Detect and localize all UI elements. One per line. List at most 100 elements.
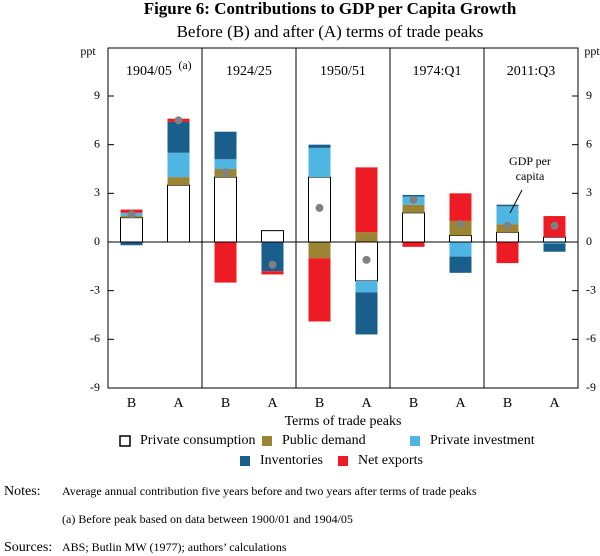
y2-tick-label: 3 [586,185,592,199]
bar-segment [355,167,378,233]
y2-tick-label: -6 [586,331,596,345]
bar-segment [261,230,284,243]
bar-segment [449,235,472,243]
y-tick-label: -6 [90,331,100,345]
bar-segment [402,212,425,243]
bar-segment [449,193,472,221]
bar-segment [120,242,143,246]
bar-segment [355,280,378,293]
panel-label: 1974:Q1 [413,64,462,79]
x-tick-label: A [267,396,278,411]
note: Average annual contribution five years b… [62,484,477,498]
x-tick-label: A [361,396,372,411]
bar-segment [167,177,190,186]
bar-segment [355,292,378,335]
bar-segment [214,131,237,160]
bar-segment [402,194,425,197]
bar-segment [167,152,190,178]
bar-segment [355,232,378,242]
legend-label: Net exports [358,453,423,468]
bar-segment [496,231,519,243]
y2-tick-label: -9 [586,380,596,394]
bar-segment [308,144,331,148]
bar-segment [449,242,472,257]
y-tick-label: 3 [94,185,100,199]
chart-title: Figure 6: Contributions to GDP per Capit… [144,0,517,18]
gdp-dot [127,210,136,219]
y-axis-label: ppt [80,44,96,58]
gdp-dot [315,203,324,212]
bar-segment [543,243,566,252]
bar-segment [402,204,425,213]
gdp-dot [268,260,277,269]
y-tick-label: 0 [94,234,100,248]
legend-swatch [240,456,250,466]
legend-swatch [262,436,272,446]
panel-label: 2011:Q3 [507,64,555,79]
bar-segment [449,220,472,236]
y-tick-label: -3 [90,282,100,296]
legend-swatch [410,436,420,446]
bar-segment [402,242,425,247]
panel-label: 1950/51 [320,64,366,79]
x-axis-title: Terms of trade peaks [285,414,402,429]
x-tick-label: B [127,396,136,411]
legend-swatch [119,435,131,447]
y2-tick-label: 6 [586,136,592,150]
annotation: capita [516,169,545,183]
y2-tick-label: 9 [586,88,592,102]
panel-note: (a) [178,58,191,72]
bar-segment [543,242,566,244]
bar-segment [120,217,143,243]
x-tick-label: A [173,396,184,411]
bar-segment [214,242,237,283]
gdp-dot [503,221,512,230]
gdp-dot [550,221,559,230]
notes-label: Notes: [4,484,41,499]
sources-label: Sources: [4,540,52,555]
gdp-dot [221,168,230,177]
legend-label: Public demand [282,433,366,448]
plot-frame [107,47,579,389]
x-tick-label: B [315,396,324,411]
bar-segment [261,271,284,275]
bar-segment [308,258,331,322]
bar-segment [214,176,237,243]
bar-segment [496,204,519,207]
bar-segment [496,206,519,225]
legend-label: Private investment [430,433,535,448]
x-tick-label: A [549,396,560,411]
y2-tick-label: 0 [586,234,592,248]
x-tick-label: B [221,396,230,411]
x-tick-label: B [503,396,512,411]
bar-segment [167,184,190,243]
bar-segment [214,159,237,169]
gdp-dot [174,116,183,125]
legend-label: Inventories [260,453,323,468]
sources: ABS; Butlin MW (1977); authors’ calculat… [62,540,287,554]
chart-subtitle: Before (B) and after (A) terms of trade … [177,22,484,41]
x-tick-label: A [455,396,466,411]
legend-swatch [338,456,348,466]
y-tick-label: 6 [94,136,100,150]
bar-segment [449,256,472,273]
gdp-dot [456,220,465,229]
bar-segment [543,236,566,243]
y2-axis-label: ppt [584,44,600,58]
bar-segment [167,121,190,153]
annotation-pointer [509,189,523,214]
y-tick-label: -9 [90,380,100,394]
bar-segment [496,242,519,264]
note: (a) Before peak based on data between 19… [62,512,353,526]
gdp-dot [362,255,371,264]
annotation: GDP per [509,154,551,168]
panel-label: 1924/25 [226,64,272,79]
y2-tick-label: -3 [586,282,596,296]
bar-segment [308,242,331,259]
bar-segment [308,147,331,178]
gdp-dot [409,195,418,204]
panel-label: 1904/05 [126,64,172,79]
legend-label: Private consumption [140,433,256,448]
bar-segment [261,242,284,272]
